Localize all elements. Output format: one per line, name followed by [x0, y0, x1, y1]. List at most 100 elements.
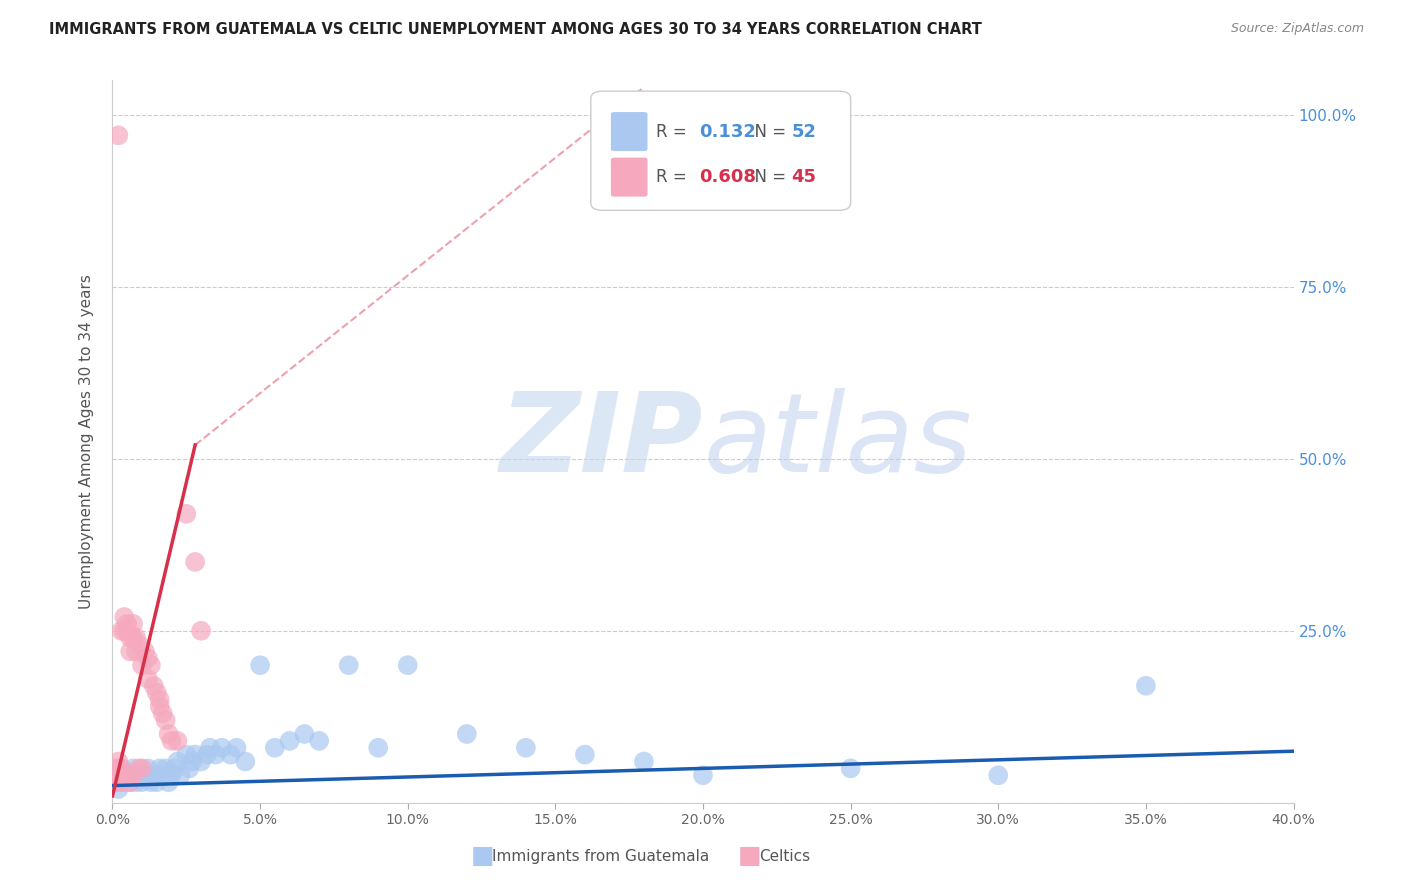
Point: [157, 727, 180, 741]
Point: [131, 658, 153, 673]
Point: [136, 761, 159, 775]
Point: [112, 768, 135, 782]
Point: [146, 686, 169, 700]
Text: atlas: atlas: [703, 388, 972, 495]
Point: [184, 747, 207, 762]
Point: [134, 768, 156, 782]
Point: [125, 644, 148, 658]
Text: Source: ZipAtlas.com: Source: ZipAtlas.com: [1230, 22, 1364, 36]
Point: [107, 128, 129, 143]
Point: [139, 775, 162, 789]
FancyBboxPatch shape: [610, 158, 648, 196]
Point: [574, 747, 596, 762]
Text: 52: 52: [792, 122, 817, 141]
Point: [107, 782, 129, 797]
Point: [110, 768, 132, 782]
Point: [163, 761, 186, 775]
Point: [515, 740, 537, 755]
Text: 0.608: 0.608: [699, 168, 756, 186]
Point: [166, 755, 188, 769]
Point: [195, 747, 218, 762]
Point: [987, 768, 1010, 782]
Text: Immigrants from Guatemala: Immigrants from Guatemala: [492, 849, 710, 863]
Text: ZIP: ZIP: [499, 388, 703, 495]
Point: [198, 740, 221, 755]
Point: [225, 740, 247, 755]
Point: [107, 775, 129, 789]
Point: [110, 624, 132, 638]
Point: [128, 638, 150, 652]
Text: N =: N =: [744, 122, 792, 141]
Point: [120, 775, 142, 789]
Point: [160, 768, 183, 782]
Point: [169, 768, 191, 782]
Point: [110, 775, 132, 789]
FancyBboxPatch shape: [591, 91, 851, 211]
Point: [142, 679, 165, 693]
Point: [184, 555, 207, 569]
Point: [120, 775, 142, 789]
Text: Celtics: Celtics: [759, 849, 810, 863]
Text: ■: ■: [471, 845, 495, 868]
Point: [128, 768, 150, 782]
Point: [122, 616, 145, 631]
Point: [839, 761, 862, 775]
Point: [128, 761, 150, 775]
Point: [122, 768, 145, 782]
Point: [131, 761, 153, 775]
Point: [104, 775, 127, 789]
Point: [1135, 679, 1157, 693]
Point: [149, 692, 172, 706]
Point: [107, 761, 129, 775]
Point: [104, 775, 127, 789]
Point: [155, 761, 177, 775]
Point: [456, 727, 478, 741]
Point: [117, 768, 138, 782]
Point: [125, 775, 148, 789]
Point: [131, 775, 153, 789]
Point: [249, 658, 271, 673]
Point: [136, 651, 159, 665]
Point: [211, 740, 233, 755]
Point: [110, 761, 132, 775]
Text: IMMIGRANTS FROM GUATEMALA VS CELTIC UNEMPLOYMENT AMONG AGES 30 TO 34 YEARS CORRE: IMMIGRANTS FROM GUATEMALA VS CELTIC UNEM…: [49, 22, 981, 37]
Point: [107, 755, 129, 769]
Point: [205, 747, 228, 762]
Point: [160, 734, 183, 748]
Point: [152, 706, 174, 721]
Point: [120, 631, 142, 645]
Text: 0.132: 0.132: [699, 122, 756, 141]
Y-axis label: Unemployment Among Ages 30 to 34 years: Unemployment Among Ages 30 to 34 years: [79, 274, 94, 609]
Point: [112, 624, 135, 638]
Point: [122, 631, 145, 645]
Point: [292, 727, 315, 741]
Text: 45: 45: [792, 168, 817, 186]
Point: [190, 755, 212, 769]
Point: [149, 699, 172, 714]
Point: [337, 658, 360, 673]
Point: [134, 644, 156, 658]
FancyBboxPatch shape: [610, 112, 648, 151]
Point: [157, 775, 180, 789]
Point: [179, 761, 201, 775]
Point: [166, 734, 188, 748]
Point: [125, 631, 148, 645]
Point: [110, 768, 132, 782]
Point: [120, 644, 142, 658]
Text: N =: N =: [744, 168, 792, 186]
Point: [112, 610, 135, 624]
Point: [278, 734, 301, 748]
Point: [174, 507, 197, 521]
Point: [110, 761, 132, 775]
Point: [367, 740, 389, 755]
Point: [117, 624, 138, 638]
Point: [104, 768, 127, 782]
Point: [181, 755, 204, 769]
Point: [104, 761, 127, 775]
Point: [139, 658, 162, 673]
Text: R =: R =: [655, 122, 692, 141]
Point: [174, 747, 197, 762]
Point: [112, 775, 135, 789]
Point: [152, 768, 174, 782]
Text: ■: ■: [738, 845, 762, 868]
